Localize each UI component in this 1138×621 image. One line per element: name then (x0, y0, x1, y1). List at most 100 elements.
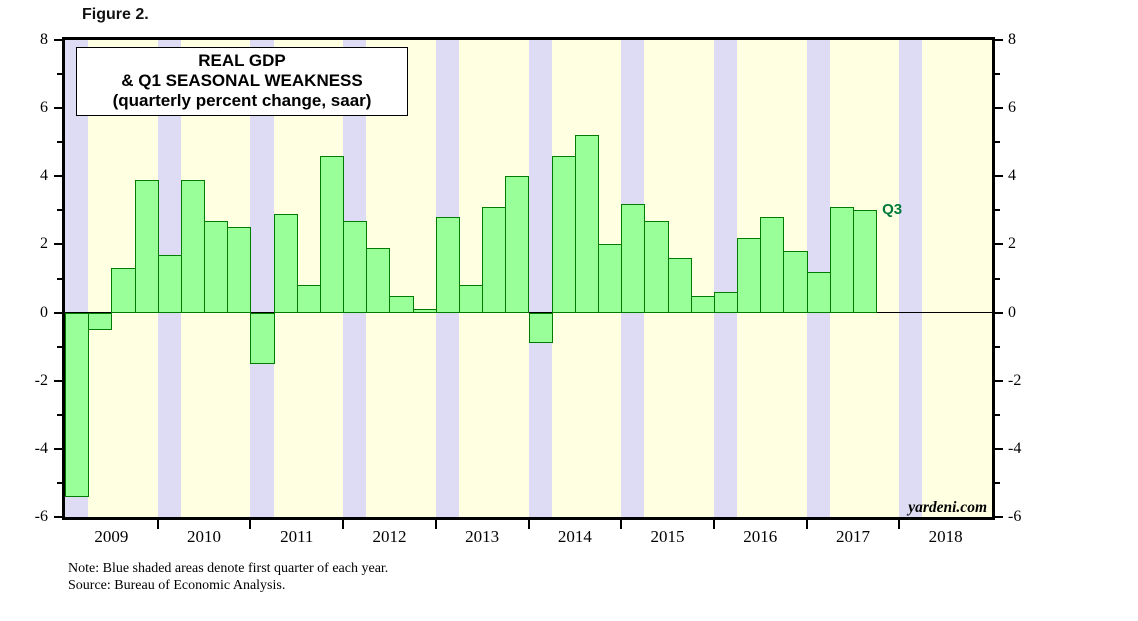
y-axis-tick (995, 345, 1000, 348)
gdp-bar (482, 206, 507, 313)
gdp-bar (412, 309, 437, 313)
y-axis-tick (995, 413, 1000, 416)
y-axis-tick (995, 277, 1000, 280)
y-axis-tick (57, 413, 62, 416)
q1-shading-band (250, 40, 274, 517)
gdp-bar (435, 217, 460, 313)
x-axis-tick (898, 520, 901, 529)
x-axis-tick (156, 520, 159, 529)
x-axis-tick (805, 520, 808, 529)
chart-title-line-2: & Q1 SEASONAL WEAKNESS (121, 70, 363, 90)
y-axis-tick (54, 447, 62, 450)
gdp-bar (713, 292, 739, 313)
y-axis-tick (995, 73, 1000, 76)
gdp-bar (319, 155, 345, 313)
x-axis-tick (249, 520, 252, 529)
gdp-bar (204, 220, 229, 313)
last-bar-annotation: Q3 (882, 201, 903, 219)
gdp-bar (621, 203, 646, 313)
x-axis-tick (342, 520, 345, 529)
y-axis-label-left: 6 (40, 99, 48, 117)
y-axis-label-left: -6 (34, 508, 48, 525)
y-axis-label-left: 2 (40, 235, 48, 253)
gdp-bar (783, 251, 808, 313)
gdp-bar (737, 237, 762, 313)
gdp-bar (88, 312, 113, 330)
gdp-bar (528, 312, 553, 344)
gdp-bar (852, 210, 878, 313)
gdp-bar (667, 258, 692, 313)
gdp-bar (227, 227, 252, 313)
y-axis-tick (995, 243, 1003, 246)
y-axis-tick (995, 39, 1003, 41)
y-axis-tick (57, 481, 62, 484)
gdp-bar (551, 155, 576, 313)
x-axis-tick (527, 520, 530, 529)
y-axis-tick (995, 516, 1003, 518)
q1-shading-band (528, 40, 552, 517)
y-axis-label-left: 4 (40, 167, 48, 185)
y-axis-tick (995, 311, 1003, 314)
y-axis-label-right: -4 (1008, 439, 1022, 457)
gdp-bar (574, 135, 600, 313)
q1-shading-band (713, 40, 738, 517)
footnote-source: Source: Bureau of Economic Analysis. (68, 578, 286, 594)
y-axis-tick (54, 516, 62, 518)
gdp-bar (366, 247, 391, 313)
x-axis-year-label: 2013 (465, 527, 500, 546)
gdp-bar (389, 295, 414, 313)
y-axis-label-right: 4 (1008, 167, 1016, 185)
gdp-bar (458, 285, 484, 313)
x-axis-year-label: 2018 (928, 527, 963, 546)
y-axis-tick (54, 107, 62, 110)
gdp-bar (829, 206, 854, 313)
figure-label: Figure 2. (82, 6, 149, 23)
y-axis-tick (54, 311, 62, 314)
gdp-bar (273, 213, 298, 313)
chart-title-line-1: REAL GDP (198, 51, 286, 70)
y-axis-label-left: 0 (40, 303, 48, 321)
gdp-bar (343, 220, 368, 313)
x-axis-tick (712, 520, 715, 529)
y-axis-tick (995, 107, 1003, 110)
branding-watermark: yardeni.com (908, 499, 987, 516)
gdp-bar (806, 271, 831, 313)
x-axis-year-label: 2012 (372, 527, 407, 546)
y-axis-tick (995, 481, 1000, 484)
y-axis-label-right: -2 (1008, 371, 1022, 389)
gdp-bar (180, 179, 206, 313)
x-axis-year-label: 2011 (280, 527, 314, 546)
y-axis-label-right: 6 (1008, 99, 1016, 117)
y-axis-tick (57, 73, 62, 76)
y-axis-tick (57, 277, 62, 280)
footnote-note: Note: Blue shaded areas denote first qua… (68, 561, 389, 576)
y-axis-tick (57, 345, 62, 348)
y-axis-tick (995, 141, 1000, 144)
y-axis-tick (57, 209, 62, 212)
x-axis-year-label: 2009 (94, 527, 129, 546)
y-axis-label-left: 8 (40, 31, 48, 48)
q1-shading-band (899, 40, 923, 517)
y-axis-tick (995, 209, 1000, 212)
y-axis-tick (54, 243, 62, 246)
y-axis-label-left: -2 (34, 371, 48, 389)
gdp-bar (598, 244, 623, 313)
y-axis-label-right: 0 (1008, 303, 1016, 321)
gdp-bar (250, 312, 275, 364)
x-axis-year-label: 2016 (743, 527, 778, 546)
y-axis-tick (54, 379, 62, 382)
plot-canvas: yardeni.com (65, 40, 992, 517)
y-axis-tick (995, 175, 1003, 178)
footnotes: Note: Blue shaded areas denote first qua… (68, 560, 388, 594)
y-axis-tick (54, 39, 62, 41)
x-axis-tick (434, 520, 437, 529)
plot-area: yardeni.com (62, 37, 995, 520)
y-axis-tick (57, 141, 62, 144)
y-axis-tick (995, 379, 1003, 382)
gdp-bar (644, 220, 669, 313)
gdp-bar (690, 295, 715, 313)
gdp-bar (760, 217, 785, 313)
x-axis-year-label: 2015 (650, 527, 685, 546)
y-axis-label-left: -4 (34, 439, 48, 457)
